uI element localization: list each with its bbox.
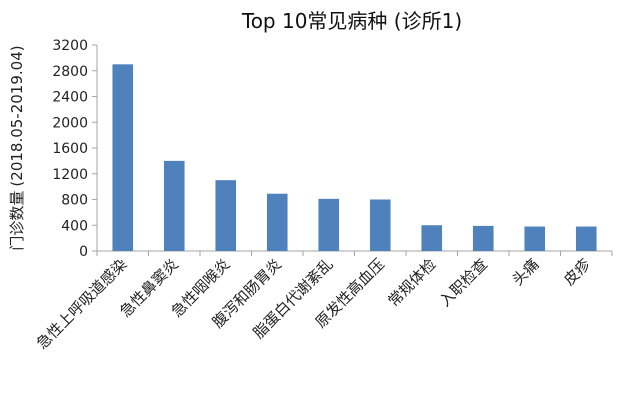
y-tick-label: 2400 xyxy=(52,90,88,106)
bar xyxy=(163,160,185,251)
y-tick-label: 2800 xyxy=(52,64,88,80)
bar xyxy=(215,180,237,251)
chart-title: Top 10常见病种 (诊所1) xyxy=(241,9,462,33)
x-tick-label: 常规体检 xyxy=(384,255,439,310)
svg-text:门诊数量(2018.05-2019.04): 门诊数量 (2018.05-2019.04) xyxy=(8,45,26,250)
y-axis-label-main: 门诊数量 xyxy=(8,191,26,251)
x-tick-labels: 急性上呼吸道感染急性鼻窦炎急性咽喉炎腹泻和肠胃炎脂蛋白代谢紊乱原发性高血压常规体… xyxy=(33,255,594,353)
bar xyxy=(575,226,597,251)
bar xyxy=(318,198,340,251)
bar xyxy=(369,199,391,251)
y-tick-labels: 0 400 800 1200 1600 2000 2400 2800 3200 xyxy=(52,38,88,260)
y-axis-label: 门诊数量 (2018.05-2019.04) xyxy=(8,45,26,250)
y-axis-label-period: (2018.05-2019.04) xyxy=(8,45,26,186)
y-tick-label: 400 xyxy=(61,218,88,234)
x-tick-label: 头痛 xyxy=(509,255,543,289)
y-tick-label: 2000 xyxy=(52,115,88,131)
y-tick-label: 3200 xyxy=(52,38,88,54)
bar xyxy=(524,226,546,251)
x-tick-label: 皮疹 xyxy=(560,255,594,289)
bars xyxy=(112,64,597,251)
y-tick-label: 800 xyxy=(61,193,88,209)
bar xyxy=(266,193,288,251)
bar xyxy=(421,225,443,251)
y-tick-label: 0 xyxy=(79,244,88,260)
x-tick-label: 入职检查 xyxy=(436,255,491,310)
x-tick-label: 急性上呼吸道感染 xyxy=(33,255,131,353)
y-tick-label: 1600 xyxy=(52,141,88,157)
bar xyxy=(112,64,134,251)
bar xyxy=(472,225,494,251)
y-tick-label: 1200 xyxy=(52,167,88,183)
